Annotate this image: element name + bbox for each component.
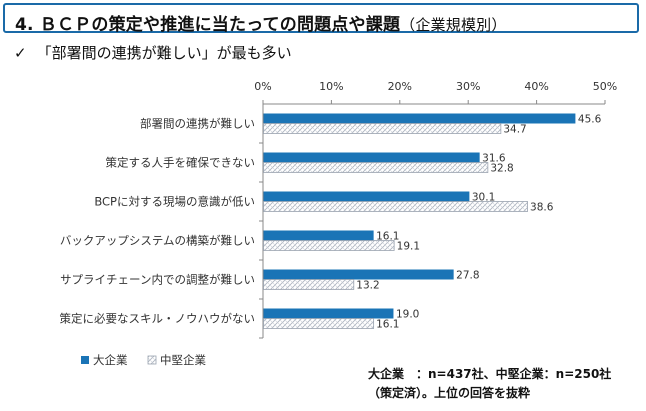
data-label: 19.1 (397, 241, 420, 253)
title-sub: （企業規模別） (400, 16, 507, 34)
data-label: 16.1 (376, 319, 399, 331)
data-label: 19.0 (396, 309, 419, 321)
bar-midsize-enterprise (263, 123, 502, 134)
category-label: バックアップシステムの構築が難しい (60, 234, 255, 248)
check-icon: ✓ (14, 44, 27, 62)
category-label: 策定に必要なスキル・ノウハウがない (60, 312, 256, 326)
category-label: 部署間の連携が難しい (140, 117, 255, 131)
category-label: サプライチェーン内での調整が難しい (60, 273, 255, 287)
legend-label-midsize: 中堅企業 (160, 353, 206, 367)
x-tick-label: 0% (254, 80, 271, 93)
bar-large-enterprise (263, 113, 576, 124)
bar-large-enterprise (263, 269, 454, 280)
bar-midsize-enterprise (263, 318, 375, 329)
data-label: 34.7 (503, 124, 526, 136)
x-tick-label: 50% (593, 80, 617, 93)
bar-large-enterprise (263, 308, 394, 319)
footnote: 大企業 ：n=437社、中堅企業：n=250社 （策定済）。上位の回答を抜粋 (368, 365, 611, 403)
x-tick-label: 40% (524, 80, 548, 93)
slide-title: 4. ＢＣＰの策定や推進に当たっての問題点や課題（企業規模別） (15, 10, 507, 35)
bar-midsize-enterprise (263, 279, 355, 290)
bar-midsize-enterprise (263, 201, 528, 212)
data-label: 38.6 (530, 202, 554, 214)
data-label: 30.1 (472, 192, 495, 204)
category-label: BCPに対する現場の意識が低い (94, 195, 255, 209)
data-label: 16.1 (376, 231, 399, 243)
category-label: 策定する人手を確保できない (106, 156, 256, 170)
data-label: 13.2 (356, 280, 379, 292)
data-label: 45.6 (578, 114, 602, 126)
legend-label-large: 大企業 (93, 353, 128, 367)
key-finding-text: 「部署間の連携が難しい」が最も多い (36, 44, 292, 62)
footnote-line-2: （策定済）。上位の回答を抜粋 (368, 386, 531, 400)
x-tick-label: 20% (388, 80, 412, 93)
legend-swatch-midsize (147, 355, 157, 365)
bar-large-enterprise (263, 191, 470, 202)
title-box: 4. ＢＣＰの策定や推進に当たっての問題点や課題（企業規模別） (3, 3, 639, 35)
data-label: 32.8 (490, 163, 513, 175)
x-tick-label: 10% (319, 80, 343, 93)
data-label: 31.6 (482, 153, 506, 165)
bar-large-enterprise (263, 152, 480, 163)
x-tick-label: 30% (456, 80, 480, 93)
footnote-line-1: 大企業 ：n=437社、中堅企業：n=250社 (368, 367, 612, 381)
bar-midsize-enterprise (263, 162, 489, 173)
key-finding: ✓ 「部署間の連携が難しい」が最も多い (14, 42, 292, 63)
title-main: 4. ＢＣＰの策定や推進に当たっての問題点や課題 (15, 15, 401, 35)
legend-swatch-large (81, 356, 89, 364)
data-label: 27.8 (456, 270, 479, 282)
bar-large-enterprise (263, 230, 374, 241)
bar-midsize-enterprise (263, 240, 395, 251)
